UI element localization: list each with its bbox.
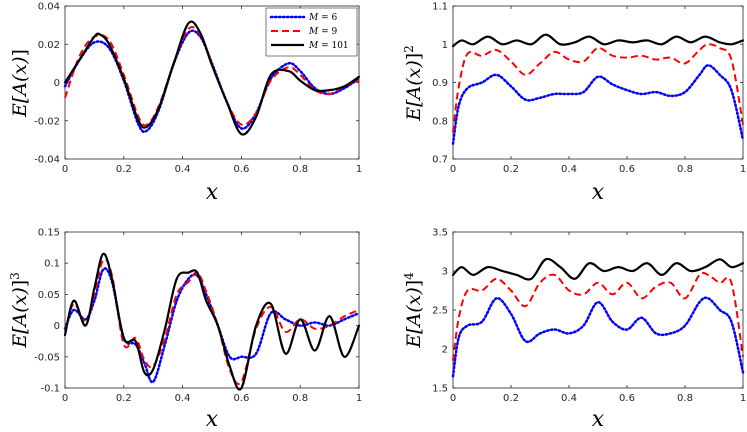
legend-label-2: M (308, 27, 319, 37)
x-tick-label: 0.6 (233, 393, 249, 404)
x-tick-label: 0.8 (677, 164, 693, 175)
plot-lines-1 (63, 20, 361, 136)
plot-lines-2 (451, 33, 745, 145)
plot-lines-4 (451, 257, 745, 378)
y-tick-label: 2.5 (432, 306, 448, 317)
x-axis-label-4: x (592, 407, 605, 432)
y-tick-label: 0.05 (38, 290, 60, 301)
series-line-m-101 (451, 257, 745, 281)
series-line-m-9 (64, 26, 360, 127)
axes-box-2 (452, 5, 744, 160)
svg-text:M = 101: M = 101 (308, 41, 349, 51)
panel-4: 0 0.2 0.4 0.6 0.8 1 1.5 2 2.5 3 3.5 x E[A(x)]4 (402, 228, 746, 432)
x-tick-label: 1 (356, 393, 362, 404)
legend-value-3: 101 (331, 41, 348, 51)
y-tick-label: 0.1 (44, 259, 60, 270)
series-line-m-101 (451, 33, 745, 48)
x-ticks-4: 0 0.2 0.4 0.6 0.8 1 (450, 232, 746, 404)
y-tick-label: 0.15 (38, 228, 60, 239)
y-tick-label: 1.5 (432, 384, 448, 395)
y-tick-label: 0.7 (432, 155, 448, 166)
y-tick-label: -0.04 (34, 155, 60, 166)
x-tick-label: 0.4 (561, 164, 577, 175)
x-tick-label: 0 (450, 164, 456, 175)
y-tick-label: -0.02 (34, 116, 60, 127)
y-tick-label: -0.1 (40, 384, 60, 395)
y-tick-label: -0.05 (34, 352, 60, 363)
legend-value-1: 6 (331, 13, 337, 23)
x-axis-label-3: x (206, 407, 219, 432)
legend-entry-1: M = 6 (269, 13, 337, 23)
y-ticks-2: 0.7 0.8 0.9 1 1.1 (432, 2, 743, 166)
y-tick-label: 3 (442, 267, 448, 278)
y-tick-label: 0.02 (38, 40, 60, 51)
y-tick-label: 0.04 (38, 2, 60, 13)
y-ticks-4: 1.5 2 2.5 3 3.5 (432, 228, 743, 395)
x-tick-label: 1 (356, 164, 362, 175)
y-tick-label: 0 (54, 321, 60, 332)
series-line-m-6 (451, 296, 745, 378)
x-tick-label: 0 (62, 164, 68, 175)
panel-3: 0 0.2 0.4 0.6 0.8 1 -0.1 -0.05 0 0.05 0.1 0.15 x E… (8, 228, 362, 432)
series-line-m-101 (63, 252, 361, 391)
x-tick-label: 0.4 (175, 393, 191, 404)
x-tick-label: 0 (450, 393, 456, 404)
x-tick-label: 0.8 (292, 164, 308, 175)
x-tick-label: 0.2 (503, 393, 519, 404)
x-axis-label-1: x (206, 180, 219, 205)
svg-text:M = 9: M = 9 (308, 27, 337, 37)
panel-1: 0 0.2 0.4 0.6 0.8 1 -0.04 -0.02 0 0.02 0.04 x E[A… (9, 2, 362, 206)
legend-value-2: 9 (331, 27, 337, 37)
legend: M = 6 M = 9 M = 101 (265, 7, 358, 57)
y-tick-label: 0.8 (432, 116, 448, 127)
x-tick-label: 0.6 (233, 164, 249, 175)
x-tick-label: 0.4 (561, 393, 577, 404)
x-tick-label: 0.2 (116, 393, 132, 404)
svg-text:M = 6: M = 6 (308, 13, 337, 23)
x-tick-label: 0.4 (175, 164, 191, 175)
x-axis-label-2: x (592, 180, 605, 205)
x-tick-label: 0.8 (292, 393, 308, 404)
series-line-m-9 (452, 43, 744, 133)
x-tick-label: 0.2 (116, 164, 132, 175)
legend-label-3: M (308, 41, 319, 51)
x-ticks-3: 0 0.2 0.4 0.6 0.8 1 (62, 232, 362, 404)
x-tick-label: 0 (62, 393, 68, 404)
plot-lines-3 (63, 252, 361, 391)
x-tick-label: 1 (740, 393, 746, 404)
y-ticks-1: -0.04 -0.02 0 0.02 0.04 (34, 2, 359, 166)
x-tick-label: 1 (740, 164, 746, 175)
y-axis-label-3: E[A(x)]3 (8, 272, 31, 349)
legend-label-1: M (308, 13, 319, 23)
y-ticks-3: -0.1 -0.05 0 0.05 0.1 0.15 (34, 228, 359, 395)
y-tick-label: 2 (442, 345, 448, 356)
y-tick-label: 1 (442, 40, 448, 51)
y-tick-label: 0 (54, 78, 60, 89)
legend-entry-2: M = 9 (271, 27, 337, 37)
panel-2: 0 0.2 0.4 0.6 0.8 1 0.7 0.8 0.9 1 1.1 x E[A(x)]2 (402, 2, 746, 206)
y-axis-label-4: E[A(x)]4 (402, 272, 425, 349)
x-ticks-2: 0 0.2 0.4 0.6 0.8 1 (450, 6, 746, 175)
y-axis-label-2: E[A(x)]2 (402, 45, 425, 122)
y-tick-label: 1.1 (432, 2, 448, 13)
x-ticks-1: 0 0.2 0.4 0.6 0.8 1 (62, 6, 362, 175)
x-tick-label: 0.8 (677, 393, 693, 404)
y-axis-label-1: E[A(x)] (9, 49, 31, 118)
x-tick-label: 0.6 (619, 393, 635, 404)
x-tick-label: 0.2 (503, 164, 519, 175)
series-line-m-6 (451, 64, 745, 145)
y-tick-label: 0.9 (432, 78, 448, 89)
x-tick-label: 0.6 (619, 164, 635, 175)
legend-entry-3: M = 101 (271, 41, 349, 51)
series-line-m-101 (63, 20, 361, 136)
axes-box-4 (452, 231, 744, 389)
series-line-m-9 (452, 271, 744, 361)
y-tick-label: 3.5 (432, 228, 448, 239)
